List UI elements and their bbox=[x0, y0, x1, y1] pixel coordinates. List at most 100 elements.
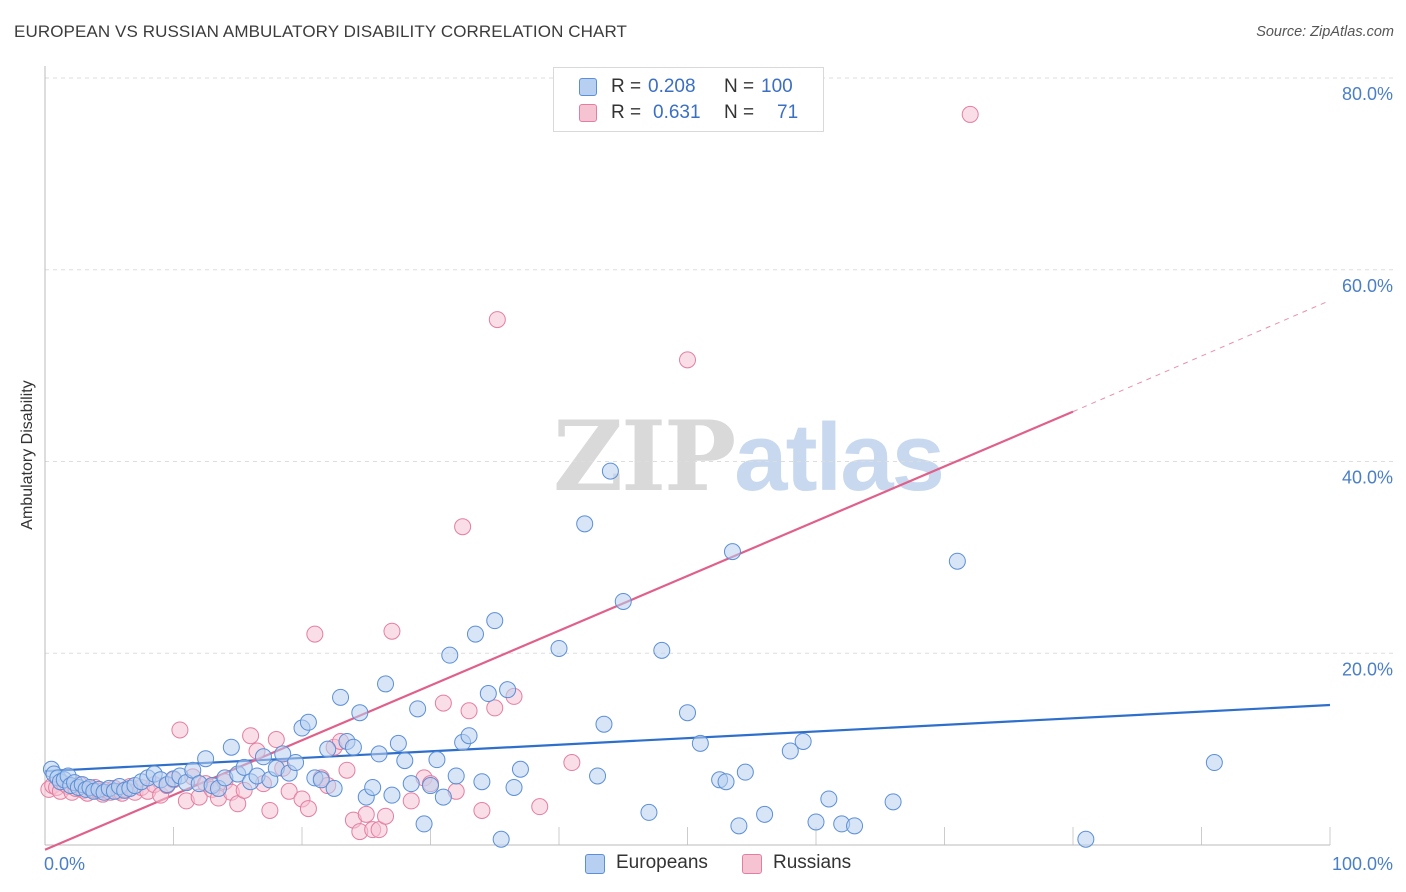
european-point bbox=[235, 758, 253, 776]
european-point bbox=[415, 815, 433, 833]
legend-n-label: N = bbox=[724, 102, 755, 123]
european-point bbox=[299, 713, 317, 731]
russians-swatch bbox=[579, 104, 597, 122]
european-point bbox=[691, 734, 709, 752]
legend-n-label: N = bbox=[724, 76, 755, 97]
russian-point bbox=[961, 105, 979, 123]
european-point bbox=[479, 685, 497, 703]
european-point bbox=[351, 704, 369, 722]
source-credit: Source: ZipAtlas.com bbox=[1256, 24, 1394, 40]
european-point bbox=[332, 688, 350, 706]
european-point bbox=[492, 830, 510, 848]
european-point bbox=[389, 734, 407, 752]
russian-point bbox=[434, 694, 452, 712]
russian-point bbox=[402, 792, 420, 810]
european-point bbox=[884, 793, 902, 811]
european-point bbox=[402, 775, 420, 793]
y-axis-label: Ambulatory Disability bbox=[19, 380, 36, 530]
legend-label-europeans: Europeans bbox=[616, 852, 708, 873]
european-point bbox=[377, 675, 395, 693]
european-point bbox=[466, 625, 484, 643]
legend-n-value: 71 bbox=[777, 102, 799, 123]
data-points bbox=[40, 105, 1223, 848]
legend-r-value: 0.208 bbox=[648, 76, 696, 97]
european-point bbox=[505, 778, 523, 796]
european-point bbox=[511, 760, 529, 778]
european-point bbox=[948, 552, 966, 570]
european-point bbox=[441, 646, 459, 664]
european-point bbox=[550, 639, 568, 657]
european-point bbox=[736, 763, 754, 781]
russian-point bbox=[473, 801, 491, 819]
russian-point bbox=[486, 699, 504, 717]
russian-point bbox=[531, 798, 549, 816]
y-tick-label: 80.0% bbox=[1342, 84, 1393, 104]
european-point bbox=[364, 778, 382, 796]
european-point bbox=[396, 752, 414, 770]
russian-point bbox=[338, 761, 356, 779]
european-point bbox=[589, 767, 607, 785]
european-point bbox=[370, 745, 388, 763]
european-point bbox=[781, 742, 799, 760]
european-point bbox=[499, 681, 517, 699]
european-point bbox=[717, 773, 735, 791]
european-point bbox=[460, 727, 478, 745]
russian-point bbox=[679, 351, 696, 369]
european-point bbox=[434, 788, 452, 806]
legend-r-label: R = bbox=[611, 76, 642, 97]
russian-point bbox=[563, 754, 581, 772]
russian-point bbox=[377, 807, 395, 825]
european-point bbox=[447, 767, 465, 785]
european-point bbox=[197, 750, 215, 768]
y-tick-label: 40.0% bbox=[1342, 468, 1393, 488]
european-point bbox=[679, 704, 696, 722]
legend-label-russians: Russians bbox=[773, 852, 852, 873]
chart-title: EUROPEAN VS RUSSIAN AMBULATORY DISABILIT… bbox=[14, 22, 628, 41]
european-point bbox=[473, 773, 491, 791]
european-point bbox=[595, 715, 613, 733]
european-point bbox=[254, 748, 272, 766]
european-point bbox=[807, 813, 825, 831]
european-point bbox=[576, 515, 594, 533]
european-point bbox=[653, 641, 671, 659]
russian-point bbox=[383, 622, 401, 640]
watermark-zip: ZIP bbox=[553, 400, 736, 513]
european-point bbox=[756, 805, 774, 823]
russians-trendline bbox=[44, 410, 1074, 851]
watermark: ZIPatlas bbox=[553, 400, 945, 513]
russians-swatch bbox=[742, 854, 762, 874]
european-point bbox=[1077, 830, 1095, 848]
russian-point bbox=[306, 625, 324, 643]
european-point bbox=[640, 803, 658, 821]
axes bbox=[44, 66, 1330, 846]
european-point bbox=[820, 790, 838, 808]
european-point bbox=[274, 745, 292, 763]
european-point bbox=[325, 779, 343, 797]
european-point bbox=[614, 592, 632, 610]
russians-trendline-extension bbox=[1072, 299, 1331, 413]
tick-labels: 20.0% 40.0% 60.0% 80.0% 0.0% 100.0% bbox=[44, 84, 1393, 874]
european-point bbox=[344, 738, 362, 756]
european-point bbox=[1205, 754, 1223, 772]
european-point bbox=[422, 777, 439, 795]
x-tick-label: 100.0% bbox=[1332, 854, 1393, 874]
european-point bbox=[383, 786, 401, 804]
x-tick-label: 0.0% bbox=[44, 854, 85, 874]
european-point bbox=[409, 700, 427, 718]
russian-point bbox=[280, 782, 298, 800]
european-point bbox=[222, 738, 240, 756]
correlation-legend: R = 0.208 N = 100 R = 0.631 N = 71 bbox=[553, 67, 824, 132]
europeans-swatch bbox=[585, 854, 605, 874]
russian-point bbox=[299, 800, 317, 818]
russian-point bbox=[171, 721, 189, 739]
european-point bbox=[319, 740, 337, 758]
european-point bbox=[601, 462, 619, 480]
russian-point bbox=[242, 727, 260, 745]
european-point bbox=[287, 754, 305, 772]
legend-r-value: 0.631 bbox=[653, 102, 701, 123]
russian-point bbox=[488, 311, 506, 329]
legend-n-value: 100 bbox=[761, 76, 793, 97]
european-point bbox=[486, 612, 504, 630]
european-point bbox=[846, 817, 864, 835]
watermark-atlas: atlas bbox=[734, 404, 945, 511]
